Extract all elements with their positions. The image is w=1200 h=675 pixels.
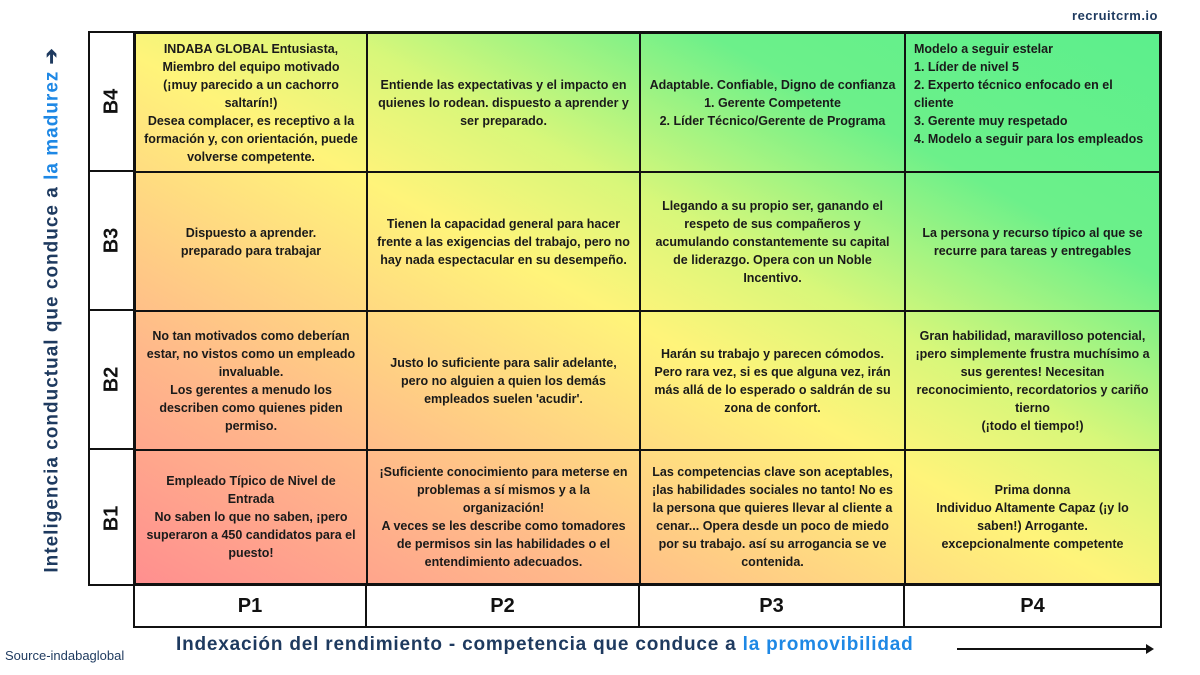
- cell-b3-p3: Llegando a su propio ser, ganando el res…: [641, 173, 906, 312]
- cell-b2-p3: Harán su trabajo y parecen cómodos. Pero…: [641, 312, 906, 451]
- cell-b1-p4: Prima donna Individuo Altamente Capaz (¡…: [936, 483, 1129, 551]
- column-label-p2: P2: [367, 586, 640, 626]
- y-axis-label: Inteligencia conductual que conduce a la…: [41, 47, 64, 572]
- cell-b1-p3: Las competencias clave son aceptables, ¡…: [641, 451, 906, 583]
- row-labels: B4 B3 B2 B1: [88, 31, 133, 586]
- row-label-b4: B4: [90, 33, 133, 172]
- cell-b1-p2: ¡Suficiente conocimiento para meterse en…: [368, 451, 641, 583]
- matrix-grid: INDABA GLOBAL Entusiasta, Miembro del eq…: [133, 31, 1162, 586]
- row-label-text: B2: [99, 366, 122, 393]
- cell-b3-p4: La persona y recurso típico al que se re…: [906, 173, 1159, 312]
- cell-b3-p1: Dispuesto a aprender. preparado para tra…: [136, 173, 368, 312]
- x-axis-highlight: la promovibilidad: [742, 634, 914, 655]
- x-axis-label: Indexación del rendimiento - competencia…: [176, 634, 914, 656]
- cell-b2-p4: Gran habilidad, maravilloso potencial, ¡…: [906, 312, 1159, 451]
- cell-b4-p4: Modelo a seguir estelar 1. Líder de nive…: [906, 34, 1159, 173]
- row-label-text: B3: [99, 227, 122, 254]
- row-label-b2: B2: [90, 311, 133, 450]
- row-label-text: B1: [99, 505, 122, 531]
- cell-b4-p3: Adaptable. Confiable, Digno de confianza…: [641, 34, 906, 173]
- cell-b1-p1: Empleado Típico de Nivel de Entrada No s…: [136, 451, 368, 583]
- x-axis-text: Indexación del rendimiento - competencia…: [176, 634, 743, 655]
- source-credit: Source-indabaglobal: [5, 648, 125, 663]
- column-label-p1: P1: [135, 586, 367, 626]
- arrow-right-icon: [957, 644, 1154, 654]
- column-label-p4: P4: [1020, 594, 1045, 617]
- row-label-text: B4: [99, 88, 122, 115]
- cell-b2-p2: Justo lo suficiente para salir adelante,…: [368, 312, 641, 451]
- y-axis-text: Inteligencia conductual que conduce a: [41, 179, 63, 573]
- cell-b4-p2: Entiende las expectativas y el impacto e…: [368, 34, 641, 173]
- row-label-b3: B3: [90, 172, 133, 311]
- arrow-up-icon: ➔: [41, 47, 63, 65]
- cell-b4-p1: INDABA GLOBAL Entusiasta, Miembro del eq…: [136, 34, 368, 173]
- cell-b3-p2: Tienen la capacidad general para hacer f…: [368, 173, 641, 312]
- row-label-b1: B1: [90, 450, 133, 586]
- column-label-p3: P3: [640, 586, 905, 626]
- column-labels: P1 P2 P3 P4: [133, 586, 1162, 628]
- brand-logo-text: recruitcrm.io: [1072, 8, 1158, 23]
- y-axis-highlight: la madurez: [41, 70, 63, 180]
- cell-b2-p1: No tan motivados como deberían estar, no…: [136, 312, 368, 451]
